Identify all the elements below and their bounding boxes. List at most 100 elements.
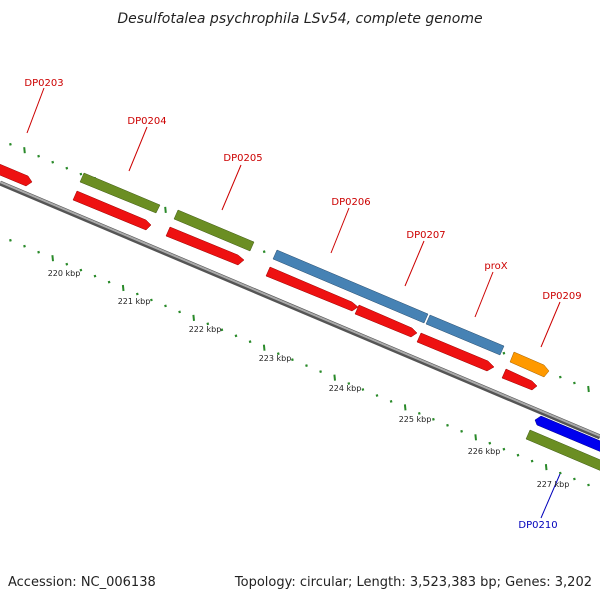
major-tick	[587, 385, 590, 393]
label-leader	[540, 473, 561, 519]
tick-label: 223 kbp	[259, 354, 292, 363]
gene-bar-dp0209	[509, 351, 550, 378]
minor-tick	[516, 453, 520, 457]
major-tick	[23, 147, 26, 154]
minor-tick	[432, 417, 435, 421]
gene-label-dp0204: DP0204	[127, 116, 166, 127]
major-tick	[164, 206, 167, 213]
gene-bar-dp0205	[173, 209, 255, 252]
minor-tick	[206, 322, 210, 326]
label-leader	[330, 207, 350, 254]
reverse-cds-arrow	[534, 415, 600, 452]
minor-tick	[502, 351, 506, 355]
label-leader	[404, 240, 425, 287]
minor-tick	[150, 298, 153, 302]
label-leader	[221, 164, 242, 211]
major-tick	[262, 344, 266, 351]
gene-label-dp0207: DP0207	[406, 230, 445, 241]
genome-summary-text: Topology: circular; Length: 3,523,383 bp…	[234, 575, 592, 590]
label-leader	[128, 126, 148, 172]
minor-tick	[587, 483, 590, 487]
minor-tick	[107, 280, 111, 284]
minor-tick	[305, 364, 308, 367]
major-tick	[333, 374, 336, 381]
minor-tick	[319, 370, 322, 373]
minor-tick	[291, 358, 294, 362]
cds-arrow	[354, 304, 418, 338]
inner-tick-ring	[9, 238, 590, 487]
minor-tick	[23, 244, 26, 248]
gene-label-prox: proX	[484, 261, 507, 272]
tick-label: 226 kbp	[468, 447, 501, 456]
minor-tick	[93, 274, 97, 278]
gene-bar-green-reverse	[525, 429, 600, 471]
minor-tick	[262, 250, 266, 254]
minor-tick	[37, 250, 40, 254]
minor-tick	[375, 394, 379, 397]
gene-labels: DP0203 DP0204 DP0205 DP0206 DP0207 proX …	[24, 78, 581, 531]
tick-label: 222 kbp	[189, 325, 222, 334]
minor-tick	[164, 304, 167, 308]
map-title: Desulfotalea psychrophila LSv54, complet…	[117, 11, 482, 27]
minor-tick	[248, 340, 252, 344]
minor-tick	[37, 154, 40, 158]
minor-tick	[65, 262, 69, 266]
gene-label-dp0206: DP0206	[331, 197, 370, 208]
accession-text: Accession: NC_006138	[8, 575, 156, 590]
minor-tick	[347, 382, 351, 385]
minor-tick	[389, 400, 393, 403]
kbp-tick-labels: 220 kbp 221 kbp 222 kbp 223 kbp 224 kbp …	[48, 269, 570, 489]
cds-arrow	[0, 163, 33, 187]
genome-backbone	[0, 180, 600, 440]
minor-tick	[9, 238, 12, 242]
tick-label: 227 kbp	[537, 480, 570, 489]
major-tick	[544, 464, 548, 471]
minor-tick	[220, 328, 224, 332]
tick-label: 220 kbp	[48, 269, 81, 278]
gene-label-dp0203: DP0203	[24, 78, 63, 89]
tick-label: 221 kbp	[118, 297, 151, 306]
major-tick	[474, 434, 477, 441]
minor-tick	[530, 459, 534, 463]
label-leader	[474, 271, 494, 318]
label-leader	[540, 301, 561, 348]
major-tick	[121, 284, 125, 292]
feature-track	[0, 163, 600, 471]
minor-tick	[573, 477, 576, 481]
major-tick	[51, 255, 54, 262]
minor-tick	[178, 310, 181, 314]
minor-tick	[9, 142, 12, 146]
major-tick	[192, 314, 195, 321]
gene-bar-dp0204	[79, 172, 161, 214]
minor-tick	[558, 471, 562, 475]
cds-arrow	[72, 190, 152, 231]
minor-tick	[558, 375, 562, 379]
cds-arrow	[165, 226, 245, 266]
minor-tick	[446, 423, 449, 427]
tick-label: 225 kbp	[399, 415, 432, 424]
minor-tick	[417, 412, 421, 415]
minor-tick	[276, 352, 280, 356]
minor-tick	[361, 388, 365, 391]
cds-arrow	[416, 332, 495, 372]
minor-tick	[79, 172, 83, 176]
minor-tick	[488, 441, 492, 445]
minor-tick	[573, 381, 576, 385]
tick-label: 224 kbp	[329, 384, 362, 393]
cds-arrow	[501, 368, 538, 391]
gene-label-dp0210: DP0210	[518, 520, 557, 531]
minor-tick	[79, 268, 83, 272]
label-leader	[26, 87, 45, 134]
gene-bar-prox	[425, 314, 505, 356]
minor-tick	[65, 166, 69, 170]
gene-label-dp0205: DP0205	[223, 153, 262, 164]
minor-tick	[135, 292, 139, 296]
gene-label-dp0209: DP0209	[542, 291, 581, 302]
minor-tick	[51, 160, 55, 164]
major-tick	[403, 404, 407, 411]
cds-arrow	[265, 266, 359, 312]
minor-tick	[234, 334, 238, 338]
minor-tick	[502, 447, 506, 451]
gene-bar-dp0206	[272, 249, 429, 324]
